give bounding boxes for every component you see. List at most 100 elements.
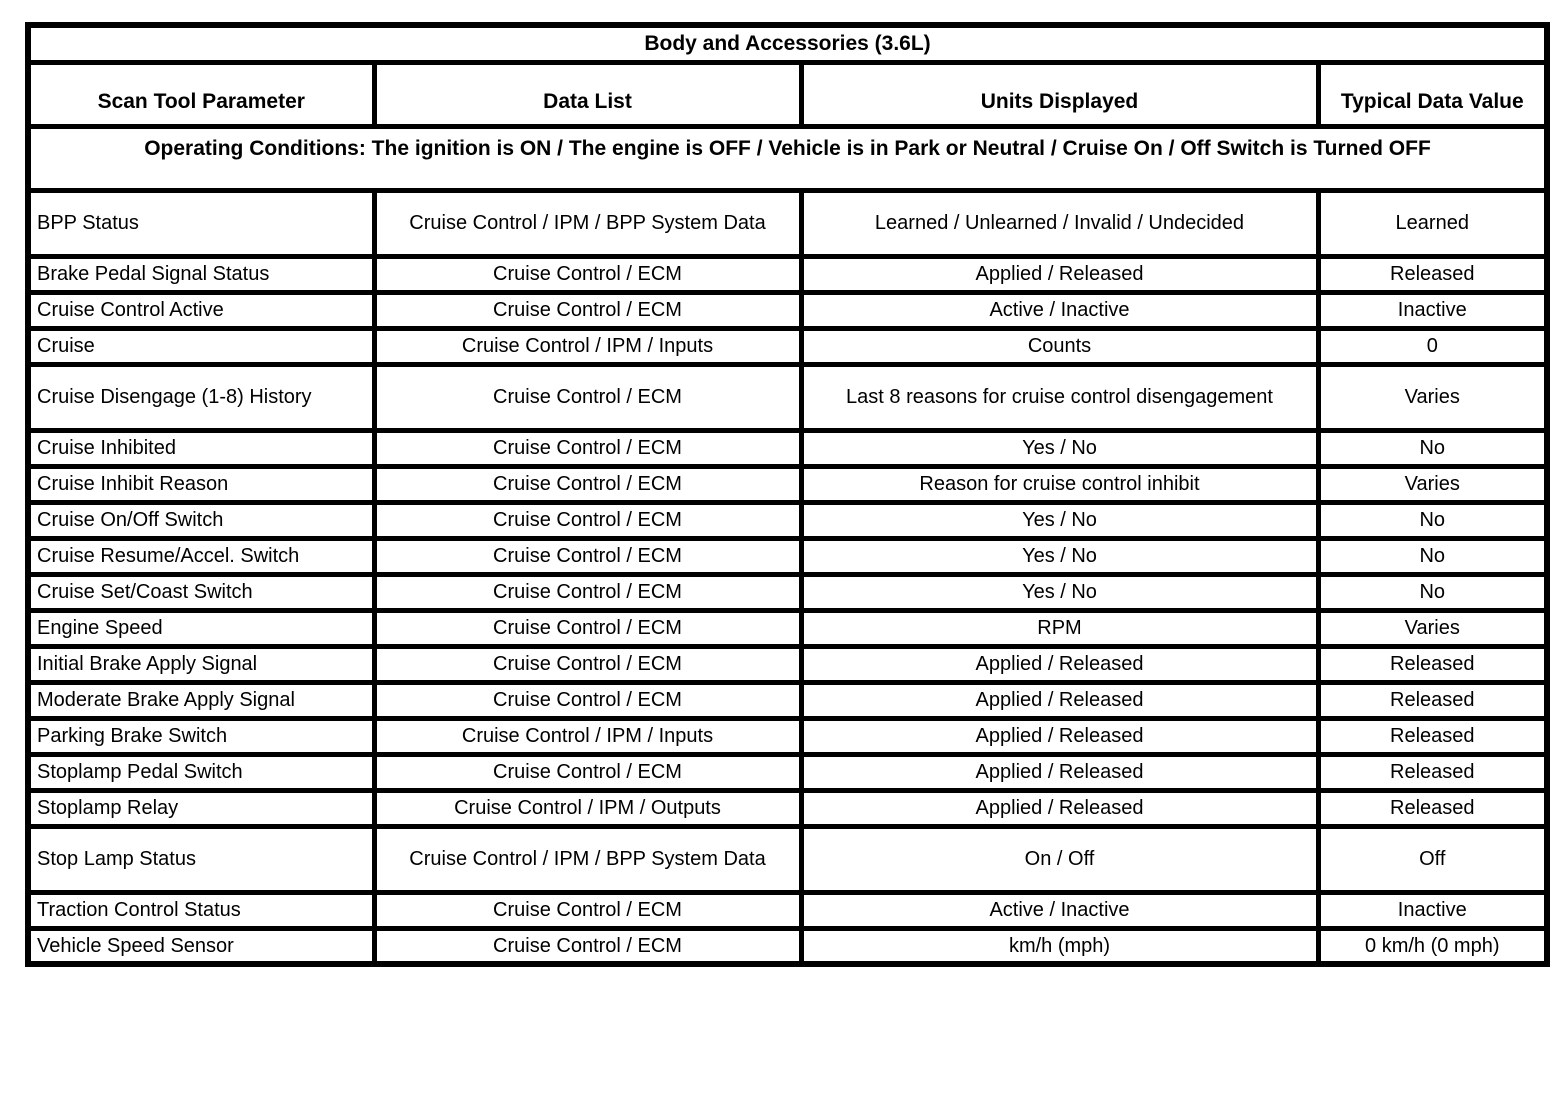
units-cell: Active / Inactive [798,889,1321,931]
column-header-units: Units Displayed [798,59,1321,129]
typical-value-cell: No [1315,535,1550,577]
typical-value-cell: Released [1315,253,1550,295]
data-list-cell: Cruise Control / ECM [371,571,804,613]
table-row: Initial Brake Apply Signal Cruise Contro… [25,643,1550,685]
table-row: Parking Brake Switch Cruise Control / IP… [25,715,1550,757]
table-row: Cruise Set/Coast Switch Cruise Control /… [25,571,1550,613]
param-cell: Cruise Disengage (1-8) History [25,361,377,433]
data-list-cell: Cruise Control / IPM / Inputs [371,715,804,757]
data-list-cell: Cruise Control / ECM [371,253,804,295]
data-list-cell: Cruise Control / ECM [371,289,804,331]
table-row: Brake Pedal Signal Status Cruise Control… [25,253,1550,295]
param-cell: Stoplamp Relay [25,787,377,829]
table-row: Cruise Inhibit Reason Cruise Control / E… [25,463,1550,505]
data-list-cell: Cruise Control / ECM [371,751,804,793]
table-row: Cruise Resume/Accel. Switch Cruise Contr… [25,535,1550,577]
typical-value-cell: No [1315,499,1550,541]
table-row: Moderate Brake Apply Signal Cruise Contr… [25,679,1550,721]
units-cell: Applied / Released [798,751,1321,793]
param-cell: Vehicle Speed Sensor [25,925,377,967]
data-list-cell: Cruise Control / ECM [371,643,804,685]
param-cell: Cruise [25,325,377,367]
units-cell: Applied / Released [798,253,1321,295]
typical-value-cell: 0 [1315,325,1550,367]
units-cell: On / Off [798,823,1321,895]
typical-value-cell: Learned [1315,187,1550,259]
data-list-cell: Cruise Control / ECM [371,463,804,505]
typical-value-cell: Varies [1315,607,1550,649]
operating-conditions-row: Operating Conditions: The ignition is ON… [25,123,1550,193]
param-cell: Engine Speed [25,607,377,649]
data-list-cell: Cruise Control / IPM / Inputs [371,325,804,367]
data-list-cell: Cruise Control / IPM / BPP System Data [371,823,804,895]
typical-value-cell: Released [1315,643,1550,685]
units-cell: Applied / Released [798,643,1321,685]
data-list-cell: Cruise Control / IPM / BPP System Data [371,187,804,259]
table-row: BPP Status Cruise Control / IPM / BPP Sy… [25,187,1550,259]
typical-value-cell: Released [1315,679,1550,721]
column-header-typical: Typical Data Value [1315,59,1550,129]
table-row: Stoplamp Pedal Switch Cruise Control / E… [25,751,1550,793]
column-header-data-list: Data List [371,59,804,129]
typical-value-cell: No [1315,427,1550,469]
param-cell: Traction Control Status [25,889,377,931]
param-cell: Moderate Brake Apply Signal [25,679,377,721]
units-cell: Applied / Released [798,679,1321,721]
table-row: Cruise Cruise Control / IPM / Inputs Cou… [25,325,1550,367]
units-cell: Reason for cruise control inhibit [798,463,1321,505]
scan-tool-data-table: Body and Accessories (3.6L) Scan Tool Pa… [25,22,1551,967]
units-cell: Yes / No [798,499,1321,541]
typical-value-cell: No [1315,571,1550,613]
typical-value-cell: 0 km/h (0 mph) [1315,925,1550,967]
typical-value-cell: Inactive [1315,889,1550,931]
units-cell: Last 8 reasons for cruise control diseng… [798,361,1321,433]
table-row: Cruise Disengage (1-8) History Cruise Co… [25,361,1550,433]
typical-value-cell: Released [1315,787,1550,829]
units-cell: km/h (mph) [798,925,1321,967]
operating-conditions-text: Operating Conditions: The ignition is ON… [25,123,1550,193]
param-cell: Parking Brake Switch [25,715,377,757]
param-cell: Brake Pedal Signal Status [25,253,377,295]
param-cell: Cruise Control Active [25,289,377,331]
param-cell: Initial Brake Apply Signal [25,643,377,685]
table-row: Cruise Inhibited Cruise Control / ECM Ye… [25,427,1550,469]
table-row: Cruise On/Off Switch Cruise Control / EC… [25,499,1550,541]
param-cell: Cruise Resume/Accel. Switch [25,535,377,577]
param-cell: Cruise Set/Coast Switch [25,571,377,613]
param-cell: BPP Status [25,187,377,259]
table-row: Cruise Control Active Cruise Control / E… [25,289,1550,331]
units-cell: RPM [798,607,1321,649]
table-header-row: Scan Tool Parameter Data List Units Disp… [25,59,1550,129]
param-cell: Cruise Inhibited [25,427,377,469]
table-row: Stop Lamp Status Cruise Control / IPM / … [25,823,1550,895]
param-cell: Cruise On/Off Switch [25,499,377,541]
units-cell: Learned / Unlearned / Invalid / Undecide… [798,187,1321,259]
units-cell: Yes / No [798,535,1321,577]
param-cell: Stop Lamp Status [25,823,377,895]
data-list-cell: Cruise Control / ECM [371,679,804,721]
data-list-cell: Cruise Control / ECM [371,499,804,541]
table-row: Engine Speed Cruise Control / ECM RPM Va… [25,607,1550,649]
param-cell: Cruise Inhibit Reason [25,463,377,505]
column-header-parameter: Scan Tool Parameter [25,59,377,129]
table-title: Body and Accessories (3.6L) [25,22,1550,65]
table-row: Vehicle Speed Sensor Cruise Control / EC… [25,925,1550,967]
data-list-cell: Cruise Control / ECM [371,925,804,967]
units-cell: Counts [798,325,1321,367]
typical-value-cell: Off [1315,823,1550,895]
data-list-cell: Cruise Control / IPM / Outputs [371,787,804,829]
data-list-cell: Cruise Control / ECM [371,427,804,469]
data-list-cell: Cruise Control / ECM [371,535,804,577]
data-list-cell: Cruise Control / ECM [371,889,804,931]
data-list-cell: Cruise Control / ECM [371,607,804,649]
units-cell: Yes / No [798,427,1321,469]
typical-value-cell: Released [1315,751,1550,793]
typical-value-cell: Varies [1315,463,1550,505]
table-title-row: Body and Accessories (3.6L) [25,22,1550,65]
units-cell: Applied / Released [798,787,1321,829]
table-row: Stoplamp Relay Cruise Control / IPM / Ou… [25,787,1550,829]
typical-value-cell: Inactive [1315,289,1550,331]
units-cell: Applied / Released [798,715,1321,757]
table-row: Traction Control Status Cruise Control /… [25,889,1550,931]
